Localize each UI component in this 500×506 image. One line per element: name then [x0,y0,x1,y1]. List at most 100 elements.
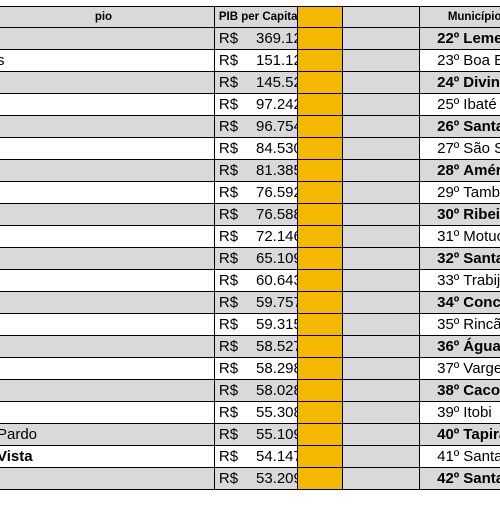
currency-cell: R$ [213,379,256,402]
pib-value-cell: 55.109,14 [255,423,299,446]
left-municipio-cell [0,71,215,94]
currency-cell: R$ [213,115,256,138]
pib-value-cell: 369.126,50 [255,27,299,50]
municipio-cell: Rincão [461,313,500,336]
pib-value-cell: 151.126,89 [255,49,299,72]
header-municipio: Município [418,6,500,28]
separator-cell [297,93,343,116]
separator-cell [297,357,343,380]
gap-cell [341,247,420,270]
municipio-cell: São Sebastião da Grama [461,137,500,160]
pib-value-cell: 55.308,14 [255,401,299,424]
pib-value-cell: 58.028,24 [255,379,299,402]
rank-cell: 30º [418,203,462,226]
municipio-cell: Motuca [461,225,500,248]
left-municipio-cell [0,357,215,380]
currency-cell: R$ [213,357,256,380]
currency-cell: R$ [213,401,256,424]
separator-cell [297,137,343,160]
pib-value-cell: 53.209,39 [255,467,299,490]
municipio-cell: Divinolândia [461,71,500,94]
rank-cell: 22º [418,27,462,50]
rank-cell: 35º [418,313,462,336]
pib-value-cell: 59.315,81 [255,313,299,336]
pib-value-cell: 145.521,22 [255,71,299,94]
gap-cell [341,181,420,204]
municipio-cell: Ibaté [461,93,500,116]
pib-value-cell: 58.527,61 [255,335,299,358]
gap-cell [341,335,420,358]
left-municipio-cell [0,225,215,248]
table-row: R$58.527,61 36ºÁguas da Prata [0,335,500,358]
left-municipio-cell [0,203,215,226]
left-municipio-cell [0,115,215,138]
left-municipio-cell [0,137,215,160]
pib-value-cell: 59.757,23 [255,291,299,314]
left-municipio-cell: s [0,49,215,72]
table-row: R$58.298,46 37ºVargem Grande do Sul [0,357,500,380]
municipio-cell: Águas da Prata [461,335,500,358]
gap-cell [341,291,420,314]
municipio-cell: Tambaú [461,181,500,204]
separator-cell [297,203,343,226]
municipio-cell: Américo Brasiliense [461,159,500,182]
municipio-cell: Ribeirão Bonito [461,203,500,226]
separator-cell [297,291,343,314]
municipio-cell: Caconde [461,379,500,402]
currency-cell: R$ [213,467,256,490]
currency-cell: R$ [213,49,256,72]
separator-cell [297,115,343,138]
left-municipio-cell [0,93,215,116]
separator-cell [297,27,343,50]
currency-cell: R$ [213,423,256,446]
separator-cell [297,71,343,94]
separator-cell [297,313,343,336]
rank-cell: 25º [418,93,462,116]
currency-cell: R$ [213,27,256,50]
table-row: R$59.315,81 35ºRincão [0,313,500,336]
rank-cell: 34º [418,291,462,314]
gap-cell [341,137,420,160]
rank-cell: 33º [418,269,462,292]
table-row: R$145.521,22 24ºDivinolândia [0,71,500,94]
rank-cell: 32º [418,247,462,270]
municipio-cell: Leme [461,27,500,50]
table-row: R$65.109,23 32ºSanta Rita do Passa Quatro [0,247,500,270]
gap-cell [341,225,420,248]
rank-cell: 41º [418,445,462,468]
pib-value-cell: 97.242,59 [255,93,299,116]
gap-cell [341,115,420,138]
pib-value-cell: 58.298,46 [255,357,299,380]
rank-cell: 36º [418,335,462,358]
left-municipio-cell [0,27,215,50]
separator-cell [297,247,343,270]
currency-cell: R$ [213,225,256,248]
municipio-cell: Boa Esperança do Sul [461,49,500,72]
separator-column [297,6,343,28]
table-row: R$96.754,27 26ºSanta Cruz da Conceição [0,115,500,138]
table-row: R$53.209,39 42ºSanta Lúcia [0,467,500,490]
municipio-cell: Itobi [461,401,500,424]
municipio-cell: Vargem Grande do Sul [461,357,500,380]
rank-cell: 38º [418,379,462,402]
left-municipio-cell [0,401,215,424]
gap-cell [341,313,420,336]
municipio-cell: Santa Cruz da Conceição [461,115,500,138]
currency-cell: R$ [213,159,256,182]
pib-value-cell: 84.530,06 [255,137,299,160]
rank-cell: 40º [418,423,462,446]
currency-cell: R$ [213,291,256,314]
currency-cell: R$ [213,247,256,270]
pib-value-cell: 60.643,28 [255,269,299,292]
pib-value-cell: 65.109,23 [255,247,299,270]
rank-cell: 26º [418,115,462,138]
left-municipio-cell: Vista [0,445,215,468]
gap-cell [341,203,420,226]
header-gap [341,6,420,28]
gap-cell [341,269,420,292]
